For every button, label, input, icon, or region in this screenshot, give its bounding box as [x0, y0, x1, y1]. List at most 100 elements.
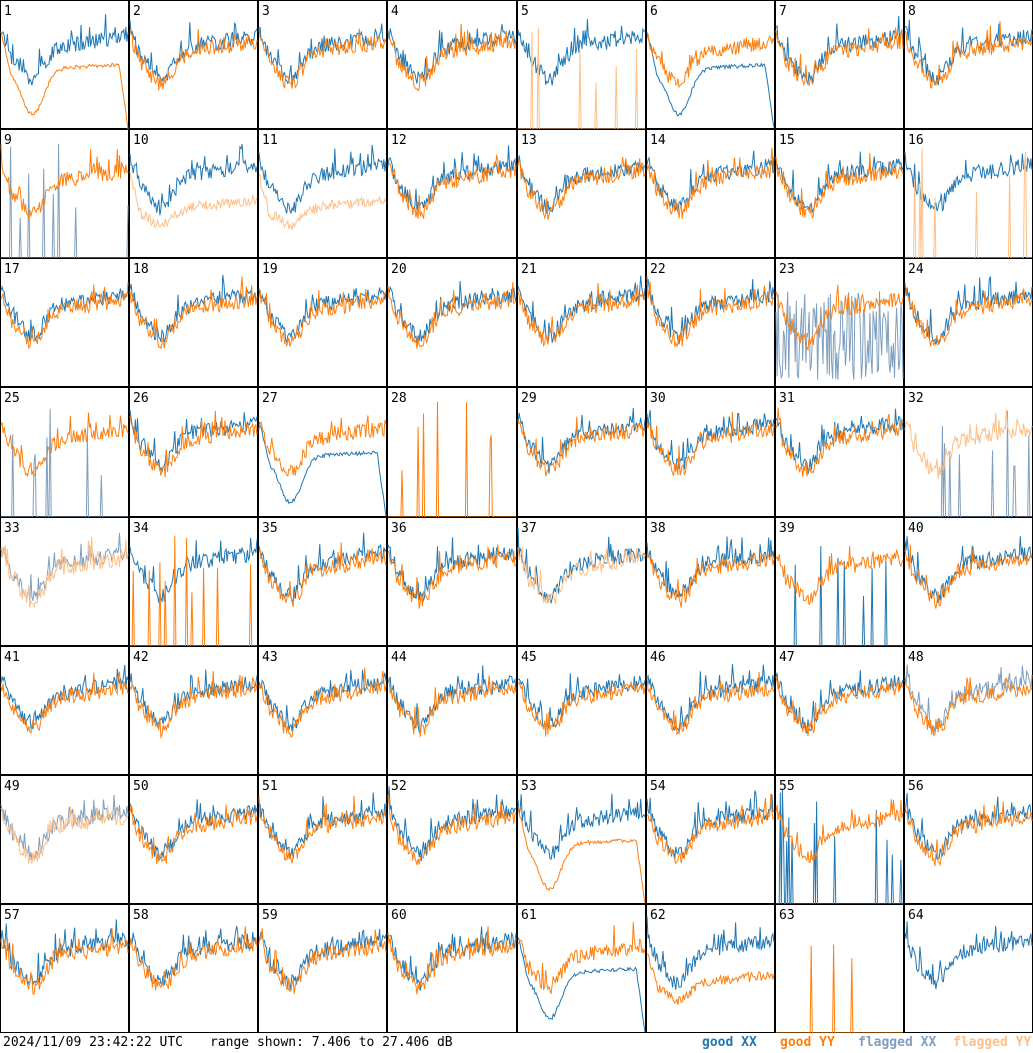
panel-62: 62 [646, 904, 775, 1033]
panel-label: 58 [133, 908, 149, 923]
panel-frame [258, 258, 387, 387]
legend-flagged-xx: flagged XX [858, 1035, 937, 1050]
trace-yy-good [0, 412, 129, 478]
trace-xx-good [129, 409, 258, 473]
trace-yy-good [775, 546, 904, 605]
trace-yy-good [387, 926, 517, 995]
panel-frame [775, 129, 904, 258]
trace-yy-good [387, 282, 517, 349]
panel-label: 22 [650, 262, 666, 277]
panel-34: 34 [129, 517, 258, 647]
panel-label: 36 [391, 521, 407, 536]
trace-yy-good [775, 284, 904, 352]
panel-label: 44 [391, 650, 407, 665]
panel-frame [775, 517, 904, 646]
panel-label: 59 [262, 908, 278, 923]
panel-43: 43 [258, 646, 387, 775]
panel-64: 64 [904, 904, 1033, 1033]
panel-14: 14 [646, 129, 775, 258]
panel-frame [904, 646, 1033, 775]
trace-yy-good [387, 544, 517, 609]
trace-yy-good [646, 147, 775, 219]
trace-yy-good [517, 806, 646, 904]
trace-yy-good [258, 795, 387, 864]
trace-yy-good [517, 156, 646, 220]
panel-frame [129, 904, 258, 1033]
panel-label: 21 [521, 262, 537, 277]
panel-55: 55 [775, 775, 904, 905]
legend-good-yy: good YY [780, 1035, 835, 1050]
panel-22: 22 [646, 258, 775, 387]
trace-yy-good [775, 676, 904, 737]
trace-xx-good [517, 937, 646, 1033]
trace-yy-good [387, 23, 517, 92]
panel-61: 61 [517, 904, 646, 1033]
panel-label: 31 [779, 391, 795, 406]
panel-41: 41 [0, 646, 129, 775]
panel-24: 24 [904, 258, 1033, 387]
trace-xx-good [904, 275, 1033, 345]
panel-label: 53 [521, 779, 537, 794]
panel-label: 42 [133, 650, 149, 665]
panel-50: 50 [129, 775, 258, 904]
panel-label: 16 [908, 133, 924, 148]
panel-37: 37 [517, 517, 646, 646]
panel-label: 39 [779, 521, 795, 536]
trace-yy-good [904, 286, 1033, 347]
panel-frame [0, 129, 129, 258]
panel-frame [0, 904, 129, 1033]
panel-frame [387, 646, 517, 775]
trace-yy-good [646, 551, 775, 608]
trace-yy-good [0, 31, 129, 130]
trace-xx-good [129, 537, 258, 604]
panel-frame [517, 775, 646, 904]
panel-56: 56 [904, 775, 1033, 904]
trace-yy-good [129, 671, 258, 739]
footer: 2024/11/09 23:42:22 UTC range shown: 7.4… [0, 1033, 1033, 1053]
panel-label: 6 [650, 4, 658, 19]
trace-yy-good [129, 276, 258, 350]
panel-frame [904, 0, 1033, 129]
trace-xx-good [646, 410, 775, 471]
trace-yy-good [775, 27, 904, 87]
trace-xx-good [0, 14, 129, 86]
panel-frame [775, 387, 904, 517]
panel-label: 49 [4, 779, 20, 794]
panel-frame [258, 129, 387, 258]
panel-31: 31 [775, 387, 904, 517]
panel-label: 47 [779, 650, 795, 665]
panel-frame [387, 0, 517, 129]
panel-label: 29 [521, 391, 537, 406]
trace-yy-flagged [0, 805, 129, 864]
trace-yy-good [646, 953, 775, 1005]
trace-xx-good [0, 285, 129, 342]
trace-yy-good [0, 927, 129, 995]
trace-xx-good [258, 532, 387, 604]
panel-28: 28 [387, 387, 517, 518]
trace-yy-good [0, 144, 129, 220]
panel-23: 23 [775, 258, 904, 387]
panel-frame [517, 646, 646, 775]
panel-35: 35 [258, 517, 387, 646]
panel-label: 51 [262, 779, 278, 794]
trace-yy-good [646, 33, 775, 89]
trace-yy-flagged [904, 409, 1033, 479]
panel-49: 49 [0, 775, 129, 904]
panel-label: 61 [521, 908, 537, 923]
trace-xx-good [646, 32, 775, 128]
panel-frame [258, 387, 387, 517]
panel-label: 1 [4, 4, 12, 19]
panel-58: 58 [129, 904, 258, 1033]
panel-label: 17 [4, 262, 20, 277]
trace-yy-good [775, 153, 904, 220]
panel-29: 29 [517, 387, 646, 517]
trace-yy-good [258, 288, 387, 348]
trace-xx-good [775, 408, 904, 475]
panel-63: 63 [775, 904, 904, 1033]
trace-xx-flagged [775, 291, 904, 380]
panel-label: 63 [779, 908, 795, 923]
panel-label: 19 [262, 262, 278, 277]
trace-yy-flagged [0, 536, 129, 609]
trace-yy-good [129, 803, 258, 865]
trace-yy-good [129, 410, 258, 478]
